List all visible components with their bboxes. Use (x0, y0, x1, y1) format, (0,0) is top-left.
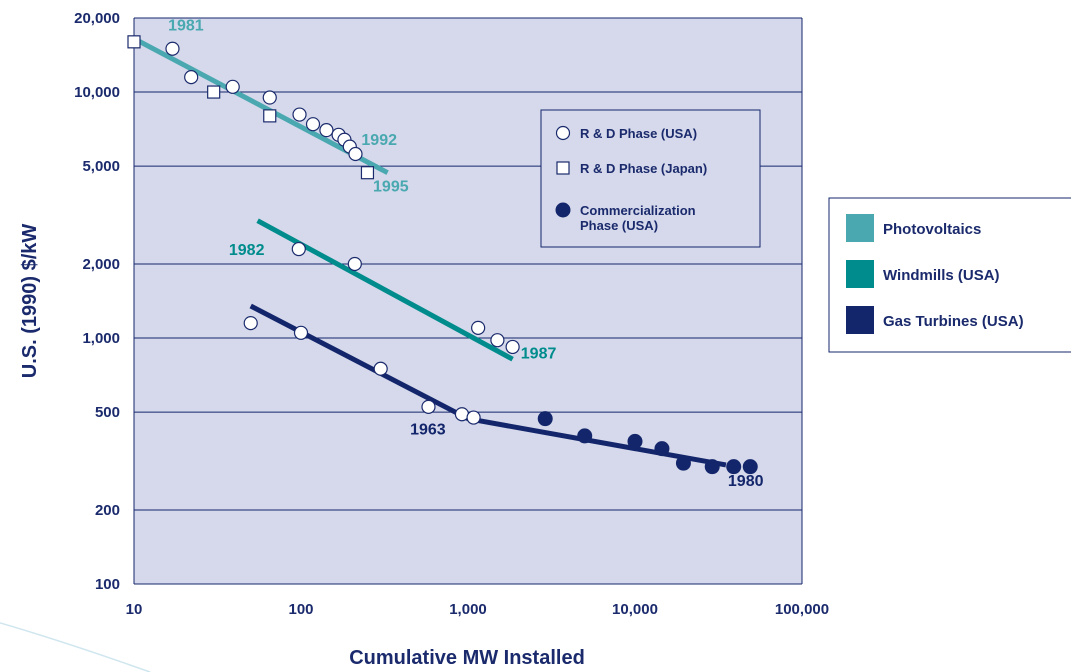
annotation-label: 1992 (361, 132, 397, 149)
data-point (505, 339, 520, 355)
y-tick-label: 5,000 (82, 158, 120, 175)
legend-marker (555, 125, 571, 141)
data-point (490, 333, 505, 348)
data-point (305, 117, 321, 132)
legend-series-label: Windmills (USA) (883, 267, 1000, 284)
legend-marker (556, 161, 570, 175)
data-point (577, 428, 593, 444)
x-tick-label: 1,000 (449, 601, 487, 618)
data-point (263, 109, 277, 123)
data-point (165, 41, 180, 56)
data-point (293, 325, 309, 340)
data-point (421, 399, 436, 414)
data-point (373, 361, 388, 376)
annotation-label: 1963 (410, 422, 446, 439)
annotation-label: 1980 (728, 473, 764, 490)
annotation-label: 1982 (229, 242, 265, 259)
x-axis-label: Cumulative MW Installed (349, 647, 585, 669)
data-point (127, 35, 141, 49)
legend-series-label: Gas Turbines (USA) (883, 313, 1024, 330)
data-points (127, 35, 758, 475)
legend-marker (555, 202, 571, 218)
data-point (454, 407, 470, 422)
data-point (675, 455, 691, 471)
legend-marker-label: Commercialization (580, 203, 696, 218)
x-tick-label: 100,000 (775, 601, 829, 618)
y-tick-label: 100 (95, 576, 120, 593)
y-tick-label: 1,000 (82, 330, 120, 347)
data-point (348, 146, 363, 162)
legend-marker-label: Phase (USA) (580, 218, 658, 233)
data-point (704, 459, 720, 475)
data-point (207, 85, 221, 99)
y-axis-label: U.S. (1990) $/kW (19, 224, 41, 379)
y-tick-label: 10,000 (74, 84, 120, 101)
y-tick-labels: 100 200 500 1,000 2,000 5,000 10,000 20,000 (74, 10, 120, 593)
y-tick-label: 20,000 (74, 10, 120, 27)
x-tick-label: 100 (288, 601, 313, 618)
data-point (292, 107, 307, 122)
legend-marker-label: R & D Phase (USA) (580, 126, 697, 141)
x-tick-label: 10,000 (612, 601, 658, 618)
data-point (319, 123, 334, 138)
legend-series-label: Photovoltaics (883, 221, 981, 238)
grid-lines (133, 17, 803, 585)
annotation-label: 1995 (373, 178, 409, 195)
data-point (262, 90, 277, 105)
legend-swatch (846, 260, 874, 288)
data-point (243, 315, 258, 331)
series-legend: Photovoltaics Windmills (USA) Gas Turbines… (828, 197, 1071, 353)
legend-marker-label: R & D Phase (Japan) (580, 161, 707, 176)
data-point (291, 241, 306, 257)
legend-swatch (846, 214, 874, 242)
data-point (225, 79, 240, 94)
annotation-label: 1981 (168, 17, 204, 34)
data-point (360, 166, 375, 180)
marker-legend: R & D Phase (USA) R & D Phase (Japan) Comm… (540, 109, 761, 248)
y-tick-label: 500 (95, 404, 120, 421)
data-point (184, 70, 199, 85)
x-tick-label: 10 (126, 601, 143, 618)
decorative-arc (0, 622, 151, 672)
data-point (627, 433, 643, 449)
data-point (742, 459, 758, 475)
x-tick-labels: 10 100 1,000 10,000 100,000 (126, 601, 829, 618)
data-point (471, 320, 486, 335)
marker-legend-box (540, 109, 761, 248)
annotation-label: 1987 (521, 346, 557, 363)
data-point (466, 410, 481, 425)
data-point (726, 459, 742, 475)
data-point (347, 256, 362, 272)
legend-swatch (846, 306, 874, 334)
y-tick-label: 200 (95, 502, 120, 519)
plot-area (134, 18, 802, 584)
annotations: 1981 1992 1995 1982 1987 1963 1980 (168, 17, 764, 490)
data-point (537, 411, 553, 427)
y-tick-label: 2,000 (82, 256, 120, 273)
data-point (654, 441, 670, 457)
